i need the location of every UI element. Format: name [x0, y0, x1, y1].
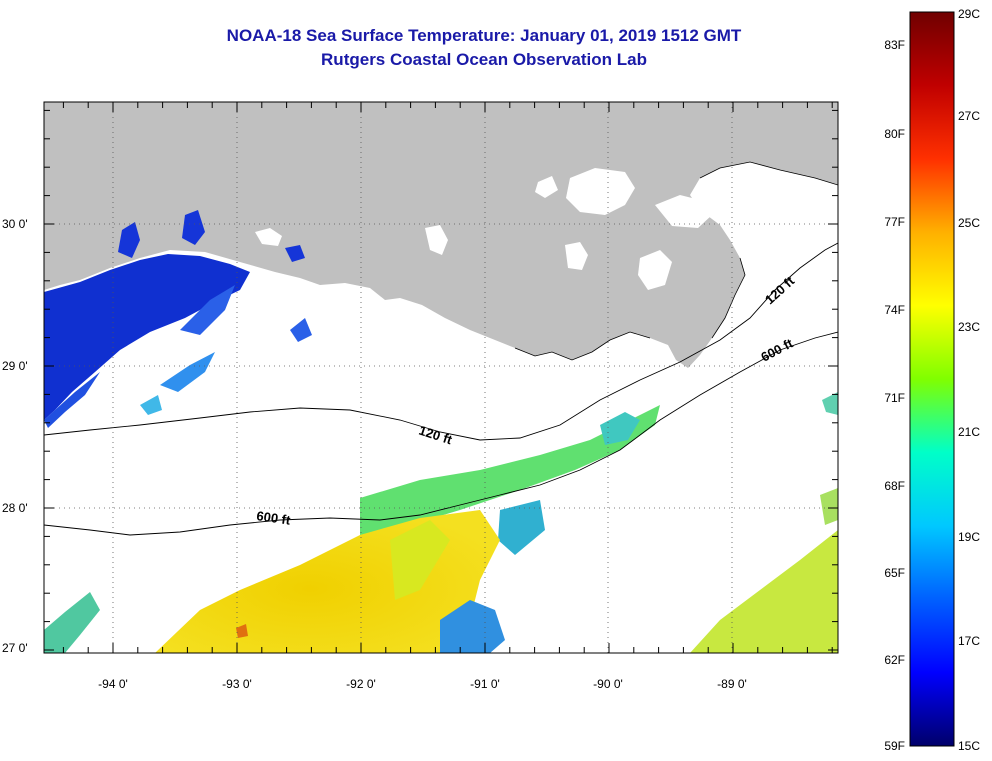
- lon-label-93: -93 0': [222, 677, 252, 691]
- contour-label-600ft-a: 600 ft: [256, 508, 292, 528]
- sst-cold-band: [44, 372, 100, 428]
- cb-label-25c: 25C: [958, 216, 980, 230]
- sst-warm-spot: [236, 624, 248, 638]
- map-ticks: [44, 102, 838, 653]
- sst-teal-patch-1: [600, 412, 640, 445]
- cb-label-19c: 19C: [958, 530, 980, 544]
- colorbar: [909, 11, 955, 747]
- sst-cold-nearshore: [44, 254, 250, 420]
- lake-inland: [425, 225, 448, 255]
- cb-label-83f: 83F: [884, 38, 905, 52]
- cb-label-80f: 80F: [884, 127, 905, 141]
- lake-pontchartrain: [566, 168, 635, 215]
- cb-label-23c: 23C: [958, 320, 980, 334]
- lat-label-27: 27 0': [2, 641, 28, 655]
- sst-cold-inland-1: [118, 222, 140, 258]
- lon-label-92: -92 0': [346, 677, 376, 691]
- sst-teal-patch-2: [498, 500, 545, 555]
- sst-mild-streak-2: [140, 395, 162, 415]
- sst-cold-inland-3: [285, 245, 305, 262]
- cb-label-74f: 74F: [884, 303, 905, 317]
- lat-label-28: 28 0': [2, 501, 28, 515]
- colorbar-fahrenheit-labels: 83F 80F 77F 74F 71F 68F 65F 62F 59F: [884, 38, 905, 753]
- sst-se-corner: [690, 530, 838, 653]
- graticule: [44, 102, 838, 653]
- lat-label-29: 29 0': [2, 359, 28, 373]
- map-title: NOAA-18 Sea Surface Temperature: January…: [226, 26, 742, 45]
- cb-label-59f: 59F: [884, 739, 905, 753]
- contour-120ft: [44, 242, 838, 441]
- sst-se-edge: [820, 488, 838, 525]
- cb-label-62f: 62F: [884, 653, 905, 667]
- sst-cold-streak-1: [180, 285, 235, 335]
- cb-label-21c: 21C: [958, 425, 980, 439]
- lake-borgne: [655, 195, 712, 228]
- lon-label-91: -91 0': [470, 677, 500, 691]
- lake-calcasieu: [255, 228, 282, 246]
- sst-green-band: [360, 405, 660, 535]
- lon-label-94: -94 0': [98, 677, 128, 691]
- sst-cold-inland-2: [182, 210, 205, 245]
- colorbar-celsius-labels: 29C 27C 25C 23C 21C 19C 17C 15C: [958, 7, 980, 753]
- map-subtitle: Rutgers Coastal Ocean Observation Lab: [321, 50, 647, 69]
- cb-label-15c: 15C: [958, 739, 980, 753]
- sst-blue-bottom: [440, 600, 505, 653]
- cb-label-65f: 65F: [884, 566, 905, 580]
- bayou-coast: [638, 250, 672, 290]
- lake-salvador: [565, 242, 588, 270]
- coastline: [514, 161, 838, 361]
- cb-label-68f: 68F: [884, 479, 905, 493]
- lake-maurepas: [535, 176, 558, 198]
- lon-label-89: -89 0': [717, 677, 747, 691]
- sst-mild-streak-1: [160, 352, 215, 392]
- sst-e-edge: [822, 392, 838, 415]
- contour-600ft: [44, 331, 838, 536]
- sst-warm-streak: [390, 520, 450, 600]
- sst-cold-streak-2: [290, 318, 312, 342]
- lat-label-30: 30 0': [2, 217, 28, 231]
- map-frame: [43, 101, 839, 654]
- cb-label-29c: 29C: [958, 7, 980, 21]
- cb-label-77f: 77F: [884, 215, 905, 229]
- cb-label-71f: 71F: [884, 391, 905, 405]
- lon-label-90: -90 0': [593, 677, 623, 691]
- cb-label-17c: 17C: [958, 634, 980, 648]
- sst-sw-corner: [44, 592, 100, 653]
- cb-label-27c: 27C: [958, 109, 980, 123]
